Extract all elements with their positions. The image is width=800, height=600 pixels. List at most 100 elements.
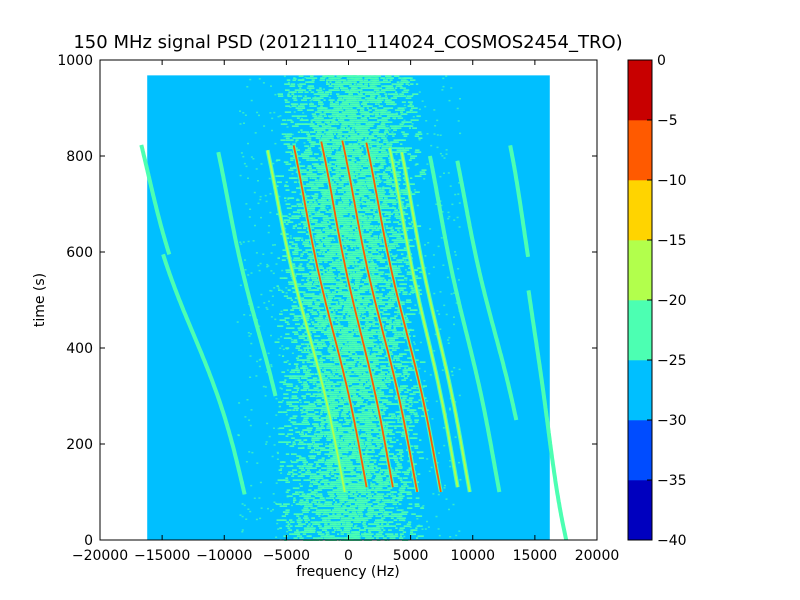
noise-cell <box>317 185 323 187</box>
noise-cell <box>321 223 329 225</box>
noise-cell <box>341 221 347 223</box>
noise-cell <box>362 343 370 345</box>
noise-cell <box>354 347 362 349</box>
noise-cell <box>343 405 350 407</box>
noise-cell <box>330 89 334 91</box>
noise-cell <box>406 307 411 309</box>
noise-cell <box>373 385 380 387</box>
noise-cell <box>385 237 389 239</box>
noise-cell <box>379 105 382 107</box>
noise-cell <box>333 177 338 179</box>
noise-cell <box>357 251 364 253</box>
noise-cell <box>328 389 331 391</box>
noise-cell <box>302 273 309 275</box>
noise-cell <box>383 367 390 369</box>
noise-cell <box>338 261 345 263</box>
noise-cell <box>310 91 315 93</box>
noise-cell <box>393 211 399 213</box>
noise-cell <box>370 157 376 159</box>
noise-cell <box>283 219 291 221</box>
noise-cell <box>317 123 323 125</box>
noise-cell <box>302 365 307 367</box>
noise-cell <box>320 257 328 259</box>
noise-cell <box>321 77 326 79</box>
noise-cell <box>372 367 379 369</box>
noise-cell <box>413 269 416 271</box>
noise-cell <box>308 389 314 391</box>
noise-cell <box>303 295 310 297</box>
noise-cell <box>332 103 340 105</box>
noise-cell <box>322 209 327 211</box>
noise-cell <box>389 291 395 293</box>
noise-cell <box>380 385 386 387</box>
noise-cell <box>329 365 334 367</box>
noise-cell <box>335 205 343 207</box>
noise-cell <box>382 135 386 137</box>
noise-cell <box>313 353 321 355</box>
noise-cell <box>406 273 412 275</box>
noise-cell <box>297 131 301 133</box>
noise-cell <box>350 171 354 173</box>
noise-cell <box>285 189 290 191</box>
noise-cell <box>330 229 335 231</box>
noise-cell <box>384 151 388 153</box>
noise-cell <box>389 351 393 353</box>
noise-cell <box>303 179 308 181</box>
noise-cell <box>319 293 322 295</box>
noise-cell <box>293 301 297 303</box>
noise-cell <box>356 127 363 129</box>
noise-cell <box>352 87 358 89</box>
noise-cell <box>368 123 375 125</box>
noise-cell <box>349 205 353 207</box>
noise-cell <box>397 139 404 141</box>
noise-cell <box>383 89 389 91</box>
noise-cell <box>302 397 306 399</box>
noise-cell <box>388 341 392 343</box>
noise-cell <box>292 331 298 333</box>
noise-cell <box>338 153 344 155</box>
noise-cell <box>333 87 339 89</box>
noise-cell <box>301 99 308 101</box>
noise-cell <box>349 243 357 245</box>
noise-cell <box>342 103 349 105</box>
noise-cell <box>394 221 399 223</box>
noise-cell <box>327 275 334 277</box>
noise-cell <box>309 293 315 295</box>
noise-cell <box>327 123 335 125</box>
noise-cell <box>403 135 408 137</box>
noise-cell <box>301 211 306 213</box>
noise-cell <box>335 261 339 263</box>
noise-cell <box>357 181 361 183</box>
noise-cell <box>360 179 368 181</box>
noise-cell <box>333 359 340 361</box>
noise-cell <box>371 353 376 355</box>
noise-cell <box>314 339 319 341</box>
noise-cell <box>371 279 377 281</box>
noise-cell <box>327 279 332 281</box>
noise-cell <box>336 221 342 223</box>
noise-cell <box>394 97 397 99</box>
noise-cell <box>346 377 350 379</box>
noise-cell <box>318 205 324 207</box>
noise-cell <box>379 133 387 135</box>
noise-cell <box>291 215 297 217</box>
noise-cell <box>320 323 324 325</box>
noise-cell <box>299 83 306 85</box>
noise-cell <box>321 359 326 361</box>
noise-cell <box>351 127 355 129</box>
noise-cell <box>357 299 362 301</box>
noise-cell <box>336 285 342 287</box>
noise-cell <box>399 93 405 95</box>
noise-cell <box>316 343 320 345</box>
noise-cell <box>295 239 300 241</box>
noise-cell <box>358 151 361 153</box>
noise-cell <box>317 379 321 381</box>
noise-cell <box>372 237 377 239</box>
noise-cell <box>291 115 296 117</box>
noise-cell <box>391 231 397 233</box>
noise-cell <box>291 391 298 393</box>
noise-cell <box>360 121 366 123</box>
noise-cell <box>344 87 349 89</box>
noise-cell <box>330 301 338 303</box>
noise-cell <box>352 297 360 299</box>
